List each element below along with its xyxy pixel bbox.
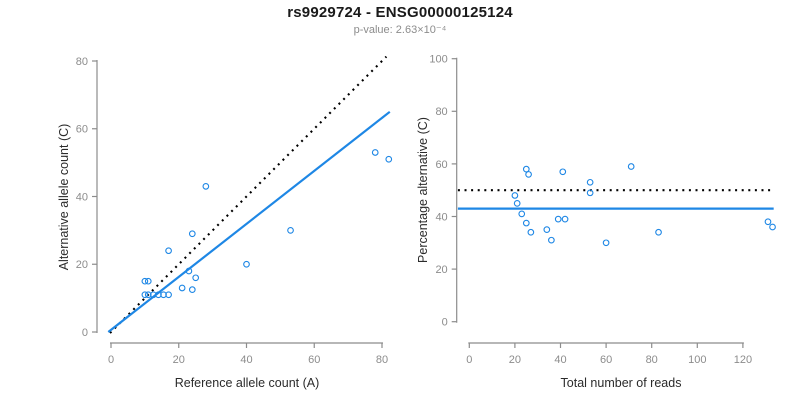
y-axis-title: Alternative allele count (C) bbox=[57, 124, 71, 271]
data-point bbox=[525, 171, 532, 178]
data-point bbox=[518, 210, 526, 218]
y-tick-label: 0 bbox=[82, 327, 88, 339]
allele-count-scatter: 0 20 40 60 80 0 20 40 60 80 Reference allele count… bbox=[57, 55, 393, 390]
y-tick-label: 0 bbox=[442, 317, 448, 329]
y-tick-label: 100 bbox=[429, 54, 447, 66]
data-point bbox=[513, 200, 521, 207]
data-point bbox=[192, 274, 200, 282]
data-point bbox=[561, 215, 569, 223]
data-point bbox=[554, 215, 562, 223]
data-point bbox=[769, 223, 776, 231]
data-point bbox=[165, 247, 172, 255]
percentage-scatter: 0 20 40 60 80 100 120 0 20 40 60 80 100 Total number … bbox=[416, 54, 776, 390]
data-point bbox=[602, 239, 610, 247]
x-axis-title: Total number of reads bbox=[561, 376, 682, 390]
x-tick-label: 120 bbox=[734, 354, 752, 366]
data-point bbox=[371, 149, 379, 156]
x-tick-label: 60 bbox=[308, 354, 320, 366]
y-tick-label: 40 bbox=[76, 191, 88, 203]
page-title: rs9929724 - ENSG00000125124 bbox=[287, 4, 513, 21]
data-point bbox=[522, 219, 530, 227]
data-point bbox=[185, 267, 193, 275]
y-tick-label: 80 bbox=[76, 56, 88, 68]
data-point bbox=[586, 178, 594, 186]
y-tick-label: 20 bbox=[76, 259, 88, 271]
y-axis-title: Percentage alternative (C) bbox=[416, 117, 430, 263]
data-point bbox=[511, 192, 519, 199]
data-point bbox=[141, 291, 149, 299]
x-tick-label: 80 bbox=[376, 354, 388, 366]
y-tick-label: 20 bbox=[435, 264, 447, 276]
x-tick-label: 80 bbox=[646, 354, 658, 366]
y-tick-label: 60 bbox=[435, 159, 447, 171]
x-tick-label: 20 bbox=[509, 354, 521, 366]
data-point bbox=[188, 286, 196, 294]
identity-dotted-line bbox=[109, 55, 388, 334]
x-tick-label: 60 bbox=[600, 354, 612, 366]
data-point bbox=[243, 260, 250, 268]
y-tick-label: 40 bbox=[435, 211, 447, 223]
data-point bbox=[655, 228, 662, 236]
data-point bbox=[287, 227, 294, 234]
data-point bbox=[141, 277, 149, 285]
data-point bbox=[144, 277, 152, 285]
data-point bbox=[202, 182, 210, 190]
x-tick-label: 40 bbox=[554, 354, 566, 366]
data-point bbox=[188, 230, 196, 238]
y-tick-label: 60 bbox=[76, 124, 88, 136]
p-value-subtitle: p-value: 2.63×10⁻⁴ bbox=[353, 24, 447, 36]
data-point bbox=[586, 189, 594, 197]
regression-line bbox=[107, 110, 391, 333]
data-point bbox=[543, 226, 551, 233]
data-point bbox=[627, 163, 635, 170]
data-point bbox=[522, 165, 530, 173]
data-point bbox=[527, 228, 535, 236]
data-point bbox=[764, 218, 772, 226]
data-point bbox=[559, 168, 567, 176]
x-tick-label: 100 bbox=[688, 354, 706, 366]
x-tick-label: 20 bbox=[173, 354, 185, 366]
data-point bbox=[178, 284, 186, 292]
data-point bbox=[548, 236, 555, 244]
y-tick-label: 80 bbox=[435, 106, 447, 118]
data-point bbox=[385, 155, 393, 163]
x-tick-label: 40 bbox=[240, 354, 252, 366]
x-tick-label: 0 bbox=[108, 354, 114, 366]
x-tick-label: 0 bbox=[466, 354, 472, 366]
x-axis-title: Reference allele count (A) bbox=[175, 376, 320, 390]
data-point bbox=[165, 291, 172, 299]
